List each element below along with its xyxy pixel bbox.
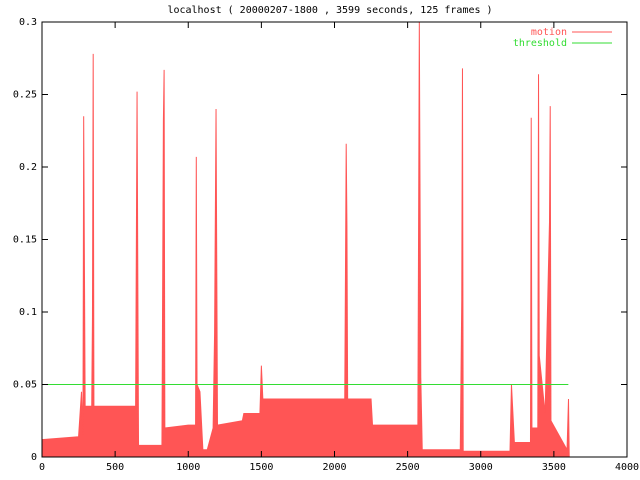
y-tick-label: 0.25 — [13, 90, 37, 101]
chart-title: localhost ( 20000207-1800 , 3599 seconds… — [167, 5, 492, 16]
y-tick-label: 0.2 — [19, 162, 37, 173]
y-tick-label: 0.15 — [13, 235, 37, 246]
x-tick-label: 4000 — [615, 462, 639, 473]
y-tick-label: 0.05 — [13, 380, 37, 391]
area — [41, 21, 570, 458]
x-tick-label: 3500 — [542, 462, 566, 473]
y-tick-label: 0.1 — [19, 307, 37, 318]
x-tick-label: 2000 — [322, 462, 346, 473]
x-tick-label: 3000 — [469, 462, 493, 473]
x-tick-label: 2500 — [396, 462, 420, 473]
x-tick-label: 1000 — [176, 462, 200, 473]
legend-label: motion — [531, 27, 567, 38]
legend-label: threshold — [513, 38, 567, 49]
y-tick-label: 0.3 — [19, 17, 37, 28]
x-tick-label: 0 — [39, 462, 45, 473]
y-tick-label: 0 — [31, 452, 37, 463]
x-tick-label: 1500 — [249, 462, 273, 473]
x-tick-label: 500 — [106, 462, 124, 473]
